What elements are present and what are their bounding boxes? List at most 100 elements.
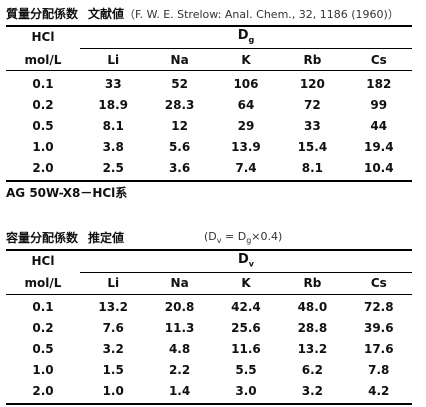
table1-dg-symbol: Dg bbox=[237, 28, 255, 45]
value-cell: 44 bbox=[370, 118, 388, 133]
hcl-cell: 0.1 bbox=[32, 76, 54, 91]
value-cell: 11.6 bbox=[231, 341, 261, 356]
hcl-cell: 0.5 bbox=[32, 118, 54, 133]
value-cell: 72 bbox=[304, 97, 321, 112]
value-cell: 13.2 bbox=[297, 341, 328, 356]
value-cell: 17.6 bbox=[363, 341, 394, 356]
table2-subtitle: 推定値 bbox=[88, 231, 125, 245]
table1-body: 0.1 33 52 106 120 182 0.2 18.9 28.3 64 7… bbox=[6, 73, 412, 178]
value-cell: 1.5 bbox=[102, 362, 124, 377]
table2-dv-symbol: Dv bbox=[237, 252, 254, 269]
value-cell: 182 bbox=[366, 76, 392, 91]
table2-hcl-label: HCl bbox=[31, 254, 55, 268]
resin-system-note: AG 50W-X8－HCl系 bbox=[6, 186, 128, 200]
value-cell: 48.0 bbox=[297, 299, 328, 314]
value-cell: 120 bbox=[299, 76, 325, 91]
table2-top-rule bbox=[6, 249, 412, 251]
value-cell: 4.2 bbox=[368, 383, 390, 398]
table2-bottom-rule bbox=[6, 403, 412, 405]
table-row: 0.1 13.2 20.8 42.4 48.0 72.8 bbox=[6, 296, 412, 317]
value-cell: 72.8 bbox=[363, 299, 394, 314]
value-cell: 28.3 bbox=[164, 97, 195, 112]
table1-group-rule bbox=[80, 48, 412, 49]
table2-column-headers: Li Na K Rb Cs bbox=[80, 276, 412, 290]
value-cell: 15.4 bbox=[297, 139, 328, 154]
value-cell: 7.8 bbox=[368, 362, 390, 377]
table-row: 0.2 7.6 11.3 25.6 28.8 39.6 bbox=[6, 317, 412, 338]
value-cell: 3.2 bbox=[301, 383, 323, 398]
value-cell: 18.9 bbox=[98, 97, 128, 112]
value-cell: 13.9 bbox=[231, 139, 261, 154]
table-row: 0.1 33 52 106 120 182 bbox=[6, 73, 412, 94]
table2-col-na: Na bbox=[170, 276, 189, 290]
value-cell: 5.5 bbox=[235, 362, 257, 377]
hcl-cell: 0.1 bbox=[32, 299, 54, 314]
value-cell: 11.3 bbox=[164, 320, 195, 335]
value-cell: 99 bbox=[370, 97, 388, 112]
table2-body: 0.1 13.2 20.8 42.4 48.0 72.8 0.2 7.6 11.… bbox=[6, 296, 412, 401]
table2-col-k: K bbox=[241, 276, 251, 290]
table2-title: 容量分配係数 bbox=[6, 231, 79, 245]
table1-col-li: Li bbox=[107, 53, 120, 67]
value-cell: 28.8 bbox=[297, 320, 328, 335]
table1-col-k: K bbox=[241, 53, 251, 67]
hcl-cell: 0.2 bbox=[32, 97, 54, 112]
value-cell: 13.2 bbox=[98, 299, 128, 314]
table-row: 0.5 8.1 12 29 33 44 bbox=[6, 115, 412, 136]
table1-reference: （F. W. E. Strelow: Anal. Chem., 32, 1186… bbox=[124, 8, 399, 21]
value-cell: 5.6 bbox=[168, 139, 191, 154]
hcl-cell: 1.0 bbox=[32, 139, 54, 154]
value-cell: 1.0 bbox=[102, 383, 124, 398]
table2-header-rule bbox=[6, 294, 412, 295]
value-cell: 42.4 bbox=[231, 299, 261, 314]
value-cell: 25.6 bbox=[231, 320, 261, 335]
value-cell: 29 bbox=[237, 118, 255, 133]
table2-col-li: Li bbox=[107, 276, 120, 290]
table1-col-rb: Rb bbox=[303, 53, 322, 67]
value-cell: 8.1 bbox=[301, 160, 323, 175]
value-cell: 6.2 bbox=[301, 362, 323, 377]
value-cell: 3.2 bbox=[102, 341, 124, 356]
table1-bottom-rule bbox=[6, 180, 412, 182]
value-cell: 3.6 bbox=[168, 160, 191, 175]
value-cell: 4.8 bbox=[168, 341, 191, 356]
value-cell: 20.8 bbox=[164, 299, 195, 314]
table1-heading: 質量分配係数 文献値（F. W. E. Strelow: Anal. Chem.,… bbox=[6, 5, 399, 22]
value-cell: 2.2 bbox=[168, 362, 191, 377]
value-cell: 7.6 bbox=[102, 320, 124, 335]
table1-subtitle: 文献値 bbox=[88, 7, 125, 21]
table1-unit-label: mol/L bbox=[24, 53, 62, 67]
table1-hcl-label: HCl bbox=[31, 30, 55, 44]
table-row: 1.0 3.8 5.6 13.9 15.4 19.4 bbox=[6, 136, 412, 157]
table1-header-rule bbox=[6, 70, 412, 71]
table1-title: 質量分配係数 bbox=[6, 7, 79, 21]
value-cell: 33 bbox=[104, 76, 122, 91]
value-cell: 3.8 bbox=[102, 139, 124, 154]
value-cell: 39.6 bbox=[363, 320, 394, 335]
hcl-cell: 2.0 bbox=[32, 160, 54, 175]
table2-heading: 容量分配係数 推定値 bbox=[6, 229, 124, 246]
value-cell: 19.4 bbox=[363, 139, 394, 154]
table-row: 0.2 18.9 28.3 64 72 99 bbox=[6, 94, 412, 115]
table-row: 2.0 2.5 3.6 7.4 8.1 10.4 bbox=[6, 157, 412, 178]
value-cell: 1.4 bbox=[168, 383, 191, 398]
table-row: 0.5 3.2 4.8 11.6 13.2 17.6 bbox=[6, 338, 412, 359]
table1-top-rule bbox=[6, 25, 412, 27]
hcl-cell: 0.5 bbox=[32, 341, 54, 356]
hcl-cell: 2.0 bbox=[32, 383, 54, 398]
value-cell: 52 bbox=[171, 76, 188, 91]
table2-unit-label: mol/L bbox=[24, 276, 62, 290]
table2-col-cs: Cs bbox=[370, 276, 387, 290]
value-cell: 106 bbox=[233, 76, 259, 91]
value-cell: 7.4 bbox=[235, 160, 257, 175]
table-row: 1.0 1.5 2.2 5.5 6.2 7.8 bbox=[6, 359, 412, 380]
value-cell: 8.1 bbox=[102, 118, 124, 133]
value-cell: 33 bbox=[304, 118, 321, 133]
hcl-cell: 1.0 bbox=[32, 362, 54, 377]
value-cell: 2.5 bbox=[102, 160, 124, 175]
table1-column-headers: Li Na K Rb Cs bbox=[80, 53, 412, 67]
value-cell: 10.4 bbox=[363, 160, 394, 175]
hcl-cell: 0.2 bbox=[32, 320, 54, 335]
value-cell: 12 bbox=[171, 118, 188, 133]
table2-formula: (Dv = Dg×0.4) bbox=[204, 230, 283, 246]
